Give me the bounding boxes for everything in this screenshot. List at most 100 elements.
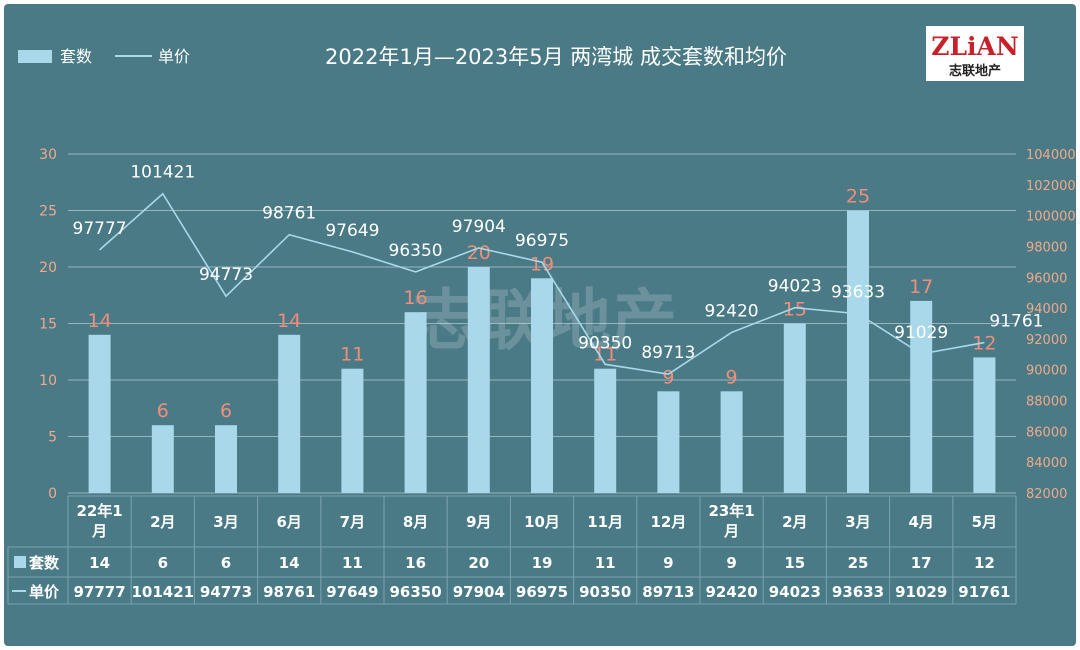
table-count-cell: 6 bbox=[221, 554, 231, 572]
bar bbox=[594, 368, 617, 493]
table-price-cell: 97649 bbox=[326, 583, 378, 601]
bar bbox=[404, 312, 427, 493]
price-value-label: 98761 bbox=[262, 204, 316, 224]
price-value-label: 91029 bbox=[894, 323, 948, 343]
price-value-label: 96975 bbox=[515, 231, 569, 251]
category-label: 3月 bbox=[845, 513, 870, 531]
bar bbox=[657, 391, 680, 493]
right-tick-label: 98000 bbox=[1026, 240, 1067, 255]
category-label: 5月 bbox=[972, 513, 997, 531]
right-tick-label: 96000 bbox=[1026, 271, 1067, 286]
category-label: 2月 bbox=[150, 513, 175, 531]
table-price-cell: 93633 bbox=[832, 583, 884, 601]
table-price-cell: 98761 bbox=[263, 583, 315, 601]
table-price-cell: 89713 bbox=[642, 583, 694, 601]
category-label: 3月 bbox=[213, 513, 238, 531]
category-label: 10月 bbox=[524, 513, 560, 531]
bar bbox=[973, 357, 996, 493]
table-row-header-count: 套数 bbox=[28, 554, 60, 572]
bar-value-label: 11 bbox=[340, 344, 364, 366]
logo-wordmark: ZLiAN bbox=[931, 32, 1019, 61]
bar-value-label: 20 bbox=[467, 242, 491, 264]
price-line bbox=[99, 192, 985, 375]
bar-value-label: 6 bbox=[220, 400, 232, 422]
table-count-cell: 16 bbox=[405, 554, 426, 572]
left-tick-label: 0 bbox=[48, 486, 57, 502]
table-count-cell: 11 bbox=[595, 554, 616, 572]
table-count-cell: 15 bbox=[784, 554, 805, 572]
right-tick-label: 84000 bbox=[1026, 456, 1067, 471]
bar-value-label: 14 bbox=[277, 310, 301, 332]
bar bbox=[151, 425, 174, 493]
table-price-cell: 96975 bbox=[516, 583, 568, 601]
table-row-header-price: 单价 bbox=[29, 583, 60, 601]
right-tick-label: 104000 bbox=[1026, 148, 1076, 163]
table-count-cell: 14 bbox=[89, 554, 110, 572]
bar bbox=[783, 323, 806, 493]
bar bbox=[215, 425, 237, 493]
category-label: 2月 bbox=[782, 513, 807, 531]
chart-title: 2022年1月—2023年5月 两湾城 成交套数和均价 bbox=[325, 45, 787, 69]
left-tick-label: 20 bbox=[39, 260, 57, 276]
category-label: 12月 bbox=[650, 513, 686, 531]
category-label: 9月 bbox=[466, 513, 491, 531]
price-value-label: 96350 bbox=[389, 241, 443, 261]
bar bbox=[341, 368, 364, 493]
price-value-label: 91761 bbox=[989, 312, 1043, 332]
category-label: 22年1 月 bbox=[76, 502, 122, 540]
bar-value-label: 15 bbox=[783, 299, 807, 321]
line-layer: 97777 101421 94773 98761 97649 96350 97904 9697… bbox=[73, 163, 1043, 375]
table-count-cell: 12 bbox=[974, 554, 995, 572]
right-tick-label: 82000 bbox=[1026, 487, 1067, 502]
legend: 套数 单价 bbox=[18, 47, 190, 66]
table-count-cell: 6 bbox=[158, 554, 168, 572]
bar bbox=[278, 334, 301, 493]
bar bbox=[847, 210, 869, 493]
table-price-cell: 96350 bbox=[390, 583, 442, 601]
table-count-cell: 20 bbox=[468, 554, 489, 572]
price-value-label: 94023 bbox=[768, 277, 822, 297]
table-count-cell: 17 bbox=[911, 554, 932, 572]
left-tick-label: 5 bbox=[48, 430, 57, 446]
table-price-cell: 94023 bbox=[769, 583, 821, 601]
bar bbox=[720, 391, 743, 493]
right-tick-label: 88000 bbox=[1026, 395, 1067, 410]
table-bar-swatch bbox=[14, 556, 26, 568]
right-tick-label: 102000 bbox=[1026, 179, 1076, 194]
bar bbox=[88, 334, 111, 493]
right-tick-label: 100000 bbox=[1026, 210, 1076, 225]
price-value-label: 97649 bbox=[325, 221, 379, 241]
table-price-cell: 101421 bbox=[131, 583, 194, 601]
left-axis: 0 5 10 15 20 25 30 bbox=[39, 147, 57, 502]
table-price-cell: 94773 bbox=[200, 583, 252, 601]
legend-bar-swatch bbox=[18, 50, 52, 63]
left-tick-label: 30 bbox=[39, 147, 57, 163]
price-value-label: 93633 bbox=[831, 283, 885, 303]
bar-value-label: 17 bbox=[909, 276, 933, 298]
table-count-cell: 19 bbox=[532, 554, 553, 572]
logo: ZLiAN 志联地产 bbox=[926, 26, 1024, 81]
bar-value-label: 9 bbox=[726, 366, 738, 388]
bar bbox=[910, 300, 933, 493]
right-axis: 82000 84000 86000 88000 90000 92000 94000 96000… bbox=[1026, 148, 1076, 502]
bar bbox=[467, 267, 490, 493]
right-tick-label: 94000 bbox=[1026, 302, 1067, 317]
category-label: 6月 bbox=[276, 513, 301, 531]
bar-value-label: 14 bbox=[88, 310, 112, 332]
price-value-label: 90350 bbox=[578, 333, 632, 353]
category-label: 4月 bbox=[908, 513, 933, 531]
logo-box bbox=[926, 26, 1024, 81]
right-tick-label: 92000 bbox=[1026, 333, 1067, 348]
bar-value-label: 6 bbox=[157, 400, 169, 422]
table-price-cell: 97777 bbox=[74, 583, 126, 601]
bar-value-label: 9 bbox=[662, 366, 674, 388]
left-tick-label: 10 bbox=[39, 373, 57, 389]
table-price-cell: 97904 bbox=[453, 583, 505, 601]
price-value-label: 97777 bbox=[73, 219, 127, 239]
table-count-cell: 9 bbox=[726, 554, 736, 572]
bar-value-label: 11 bbox=[593, 344, 617, 366]
left-tick-label: 15 bbox=[39, 317, 57, 333]
data-table: 22年1 月 2月 3月 6月 7月 8月 9月 10月 11月 12月 23年1 月 2月 3月 4月 5月套… bbox=[7, 495, 1017, 605]
table-count-cell: 14 bbox=[279, 554, 300, 572]
